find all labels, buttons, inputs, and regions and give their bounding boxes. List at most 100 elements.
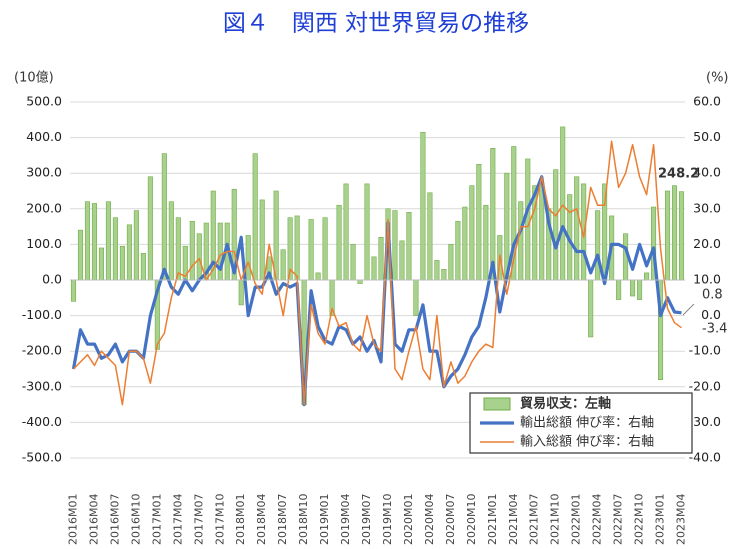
- bar: [294, 215, 300, 281]
- annotation-leader: [682, 303, 695, 316]
- bar: [91, 203, 97, 281]
- x-tick-label: 2017M04: [171, 494, 184, 545]
- y2-tick-label: -30.0: [689, 414, 721, 429]
- x-tick-label: 2017M10: [213, 494, 226, 545]
- x-tick-label: 2021M01: [486, 494, 499, 545]
- bar: [371, 256, 377, 281]
- bar: [168, 201, 174, 281]
- y2-tick-label: -40.0: [689, 450, 721, 465]
- bar: [678, 191, 685, 281]
- x-tick-label: 2022M04: [591, 494, 604, 545]
- x-tick-label: 2023M01: [654, 494, 667, 545]
- bar: [217, 222, 223, 281]
- x-tick-label: 2018M10: [297, 494, 310, 545]
- bar: [259, 199, 265, 281]
- y-tick-label: -500.0: [22, 450, 62, 465]
- bar: [518, 201, 524, 281]
- x-tick-label: 2018M07: [276, 494, 289, 545]
- bar: [196, 233, 202, 281]
- bar: [378, 236, 384, 281]
- bar: [588, 279, 594, 338]
- bar: [539, 183, 545, 281]
- bar: [441, 269, 447, 281]
- legend-label: 貿易収支：左軸: [520, 396, 611, 412]
- line: [72, 140, 682, 406]
- bar: [322, 217, 328, 281]
- x-tick-label: 2019M10: [381, 494, 394, 545]
- y2-tick-label: 50.0: [693, 129, 721, 144]
- y2-tick-label: 10.0: [693, 272, 721, 287]
- x-tick-label: 2016M04: [87, 494, 100, 545]
- legend-label: 輸出総額 伸び率：右軸: [520, 415, 654, 431]
- bar: [273, 190, 279, 281]
- bar: [413, 279, 419, 316]
- bar: [483, 204, 489, 281]
- bar: [98, 247, 104, 281]
- x-tick-label: 2022M01: [570, 494, 583, 545]
- y2-tick-label: -10.0: [689, 343, 721, 358]
- x-tick-label: 2020M10: [465, 494, 478, 545]
- x-tick-label: 2016M07: [108, 494, 121, 545]
- bar: [490, 147, 496, 281]
- bar: [462, 206, 468, 281]
- y2-tick-label: 0.0: [701, 307, 721, 322]
- bar: [140, 253, 146, 281]
- annotation: -3.4: [702, 322, 727, 337]
- y2-tick-label: 60.0: [693, 94, 721, 109]
- x-tick-label: 2020M07: [444, 494, 457, 545]
- bar: [161, 153, 167, 281]
- bar: [637, 279, 643, 300]
- bar: [147, 176, 153, 281]
- x-tick-label: 2020M04: [423, 494, 436, 545]
- x-tick-label: 2021M07: [528, 494, 541, 545]
- bar: [84, 201, 91, 281]
- bar: [574, 176, 580, 281]
- bar: [434, 260, 440, 281]
- y-tick-label: -200.0: [22, 343, 62, 358]
- x-tick-label: 2016M01: [66, 494, 79, 545]
- bar: [671, 185, 678, 281]
- x-tick-label: 2018M01: [234, 494, 247, 545]
- y-tick-label: 200.0: [26, 200, 62, 215]
- x-tick-label: 2021M10: [549, 494, 562, 545]
- y-tick-label: -300.0: [22, 378, 62, 393]
- bar: [476, 164, 482, 281]
- legend-swatch: [483, 397, 511, 411]
- y-tick-label: -100.0: [22, 307, 62, 322]
- y2-tick-label: 40.0: [693, 165, 721, 180]
- bar: [560, 126, 566, 281]
- x-tick-label: 2022M10: [633, 494, 646, 545]
- x-tick-label: 2017M07: [192, 494, 205, 545]
- bar: [308, 219, 314, 281]
- bar: [189, 220, 195, 281]
- y2-tick-label: 20.0: [693, 236, 721, 251]
- bar: [70, 279, 77, 302]
- bar: [175, 217, 181, 281]
- x-tick-label: 2021M04: [507, 494, 520, 545]
- bar: [245, 235, 251, 281]
- y-tick-label: 0.0: [42, 272, 62, 287]
- x-tick-label: 2022M07: [612, 494, 625, 545]
- x-tick-label: 2019M01: [318, 494, 331, 545]
- x-tick-label: 2016M10: [129, 494, 142, 545]
- bar: [112, 217, 118, 281]
- bar: [399, 240, 405, 281]
- bar: [119, 245, 125, 281]
- bar: [553, 169, 559, 281]
- bar: [469, 185, 475, 281]
- bar: [644, 272, 650, 281]
- bar: [420, 131, 426, 281]
- bar: [126, 224, 132, 281]
- y2-tick-label: 30.0: [693, 200, 721, 215]
- bar: [525, 158, 531, 281]
- x-tick-label: 2020M01: [402, 494, 415, 545]
- bar: [350, 244, 356, 281]
- line: [71, 175, 682, 407]
- x-tick-label: 2018M04: [255, 494, 268, 545]
- bar: [133, 210, 139, 281]
- y-unit: (10億): [14, 70, 54, 86]
- bar: [77, 229, 84, 281]
- annotation: 248.2: [658, 167, 699, 182]
- bar: [336, 204, 342, 281]
